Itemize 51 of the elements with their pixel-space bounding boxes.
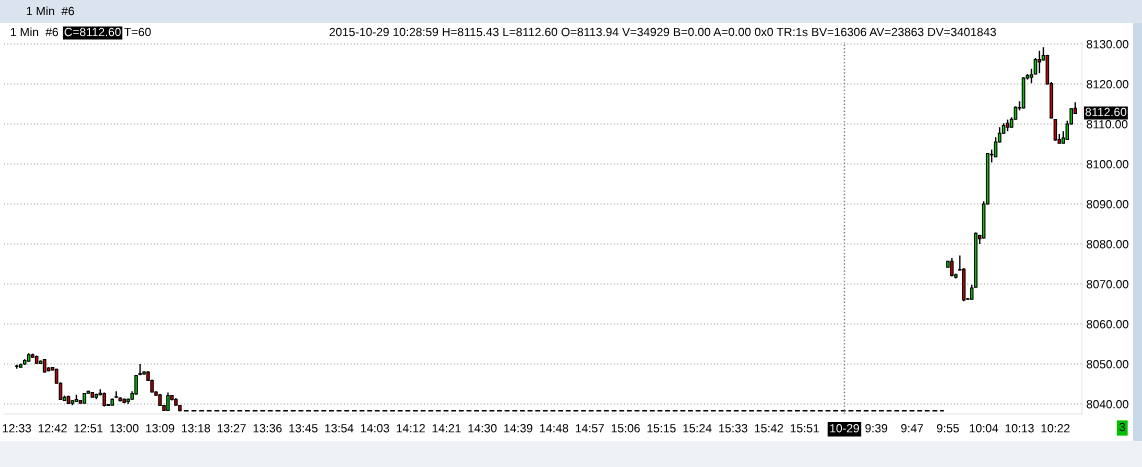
x-tick-label: 13:27 [217, 424, 246, 433]
x-tick-label: 13:00 [110, 424, 139, 433]
y-tick-label: 8130.00 [1086, 40, 1129, 49]
x-tick-label: 14:39 [504, 424, 533, 433]
x-tick-label: 13:18 [181, 424, 211, 433]
x-tick-label: 9:39 [865, 424, 888, 433]
text: 8112.60 [1085, 107, 1127, 117]
x-tick-label: 15:33 [719, 424, 748, 433]
x-tick-label: 14:30 [468, 424, 497, 433]
text: T=60 [124, 27, 151, 37]
y-tick-label: 8120.00 [1086, 80, 1129, 89]
y-tick-label: 8100.00 [1086, 160, 1129, 169]
x-tick-label: 15:24 [683, 424, 712, 433]
text: C=8112.60 [64, 27, 121, 37]
x-tick-label: 12:42 [38, 424, 67, 433]
x-tick-label: 14:03 [361, 424, 390, 433]
chart-title: 1 Min #6 [26, 6, 75, 16]
x-tick-label: 10:13 [1005, 424, 1034, 433]
x-tick-label: 9:55 [936, 424, 959, 433]
y-tick-label: 8080.00 [1086, 240, 1129, 249]
x-tick-label: 14:21 [432, 424, 461, 433]
y-tick-label: 8050.00 [1086, 360, 1129, 369]
x-tick-label: 13:54 [325, 424, 354, 433]
x-tick-label: 12:33 [2, 424, 31, 433]
y-tick-label: 8040.00 [1086, 400, 1129, 409]
text: 2015-10-29 10:28:59 H=8115.43 L=8112.60 O=8113.94 V=34929 B=0.00 A=0.00 0x0 TR:1s BV=16306 AV=23863 DV=3401843 [329, 27, 996, 37]
x-tick-label: 9:47 [901, 424, 923, 433]
y-tick-label: 8070.00 [1086, 280, 1129, 289]
y-tick-label: 8110.00 [1086, 120, 1128, 129]
candlestick [166, 391, 170, 412]
x-tick-label: 15:51 [790, 424, 819, 433]
x-tick-label: 12:51 [74, 424, 103, 433]
x-tick-label: 15:15 [647, 424, 676, 433]
x-tick-label: 10-29 [830, 424, 859, 433]
x-tick-label: 15:06 [611, 424, 640, 433]
x-tick-label: 10:22 [1041, 424, 1070, 433]
candlestick [134, 374, 138, 396]
x-tick-label: 13:45 [289, 424, 318, 433]
y-tick-label: 8060.00 [1086, 320, 1129, 329]
candlestick [1037, 50, 1042, 74]
chart-subtitle: 1 Min #6 [10, 27, 59, 37]
x-tick-label: 14:12 [396, 424, 425, 433]
text: 3 [1119, 422, 1126, 432]
x-tick-label: 10:04 [969, 424, 999, 433]
x-tick-label: 14:48 [540, 424, 569, 433]
x-tick-label: 15:42 [754, 424, 784, 433]
y-tick-label: 8090.00 [1086, 200, 1129, 209]
x-tick-label: 13:36 [253, 424, 282, 433]
x-tick-label: 14:57 [575, 424, 604, 433]
candlestick [138, 363, 142, 376]
x-tick-label: 13:09 [146, 424, 175, 433]
